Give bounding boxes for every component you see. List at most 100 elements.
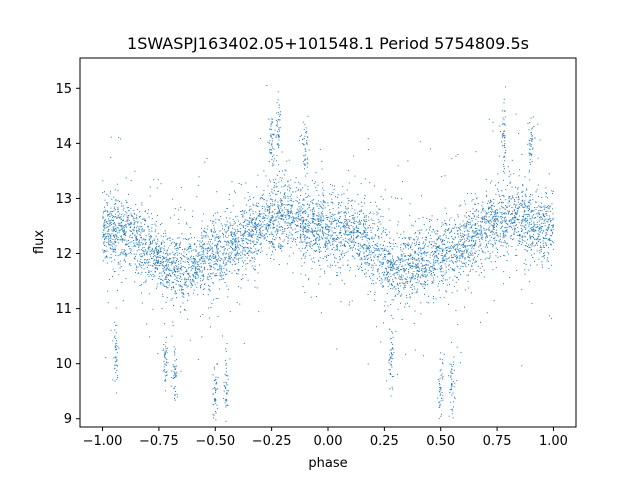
data-point — [159, 278, 161, 280]
data-point — [175, 261, 177, 263]
data-point — [393, 262, 395, 264]
data-point — [335, 275, 337, 277]
data-point — [232, 224, 234, 226]
data-point — [431, 283, 433, 285]
data-point — [107, 214, 109, 216]
data-point — [247, 247, 249, 249]
data-point — [203, 243, 205, 245]
data-point — [106, 262, 108, 264]
data-point — [197, 253, 199, 255]
data-point — [401, 282, 403, 284]
data-point — [359, 223, 361, 225]
data-point — [494, 243, 496, 245]
data-point — [511, 219, 513, 221]
data-point — [224, 265, 226, 267]
data-point — [452, 279, 454, 281]
data-point — [143, 238, 145, 240]
data-point — [391, 299, 393, 301]
data-point — [480, 259, 482, 261]
data-point — [272, 216, 274, 218]
data-point — [169, 261, 171, 263]
data-point — [343, 253, 345, 255]
data-point — [129, 234, 131, 236]
data-point — [390, 196, 392, 198]
data-point — [256, 253, 258, 254]
data-point — [473, 240, 475, 242]
data-point — [279, 238, 281, 240]
data-point — [252, 210, 254, 212]
data-point — [360, 220, 362, 222]
data-point — [268, 241, 270, 243]
data-point — [214, 268, 216, 270]
data-point — [352, 226, 354, 228]
data-point — [255, 227, 257, 229]
data-point — [305, 193, 307, 195]
data-point — [311, 231, 313, 233]
data-point — [217, 297, 219, 299]
data-point — [376, 248, 378, 250]
data-point — [108, 213, 110, 215]
data-point — [530, 249, 532, 251]
data-point — [198, 261, 200, 263]
data-point — [133, 242, 135, 244]
data-point — [247, 235, 249, 237]
data-point — [412, 261, 414, 263]
data-point — [499, 211, 501, 213]
data-point — [117, 227, 119, 229]
data-point — [446, 291, 448, 293]
data-point — [518, 234, 520, 236]
data-point — [484, 246, 486, 248]
data-point — [326, 238, 328, 240]
data-point — [485, 218, 487, 220]
data-point — [506, 260, 508, 262]
data-point — [118, 274, 120, 276]
data-point — [456, 246, 458, 248]
data-point — [301, 258, 303, 260]
data-point — [512, 197, 514, 199]
data-point — [388, 253, 390, 255]
data-point — [415, 266, 417, 268]
data-point — [350, 200, 352, 202]
data-point — [482, 216, 484, 218]
data-point — [141, 255, 143, 257]
data-point — [359, 252, 361, 254]
data-point — [548, 247, 550, 249]
data-point — [466, 225, 468, 227]
data-point — [354, 244, 356, 246]
data-point — [179, 285, 181, 287]
data-point — [441, 267, 443, 269]
data-point — [434, 255, 436, 257]
data-point — [161, 242, 163, 244]
data-point — [409, 266, 411, 268]
data-point — [403, 287, 405, 289]
data-point — [148, 258, 150, 260]
data-point — [325, 240, 327, 242]
data-point — [215, 256, 217, 258]
data-point — [532, 198, 534, 200]
data-point — [507, 224, 509, 226]
data-point — [246, 253, 248, 255]
data-point — [453, 228, 455, 230]
data-point — [341, 194, 343, 196]
data-point — [505, 189, 507, 191]
data-point — [395, 272, 397, 274]
data-point — [333, 219, 335, 221]
data-point — [372, 238, 374, 240]
data-point — [392, 263, 394, 265]
data-point — [194, 263, 196, 265]
data-point — [186, 271, 188, 273]
data-point — [201, 275, 203, 277]
data-point — [249, 239, 251, 241]
data-point — [347, 239, 349, 241]
data-point — [445, 222, 447, 224]
data-point — [133, 226, 135, 228]
data-point — [331, 213, 333, 215]
data-point — [398, 257, 400, 259]
data-point — [539, 230, 541, 232]
data-point — [197, 262, 199, 264]
data-point — [390, 264, 392, 266]
data-point — [140, 253, 142, 255]
data-point — [382, 264, 384, 266]
data-point — [337, 274, 339, 276]
data-point — [209, 275, 211, 277]
